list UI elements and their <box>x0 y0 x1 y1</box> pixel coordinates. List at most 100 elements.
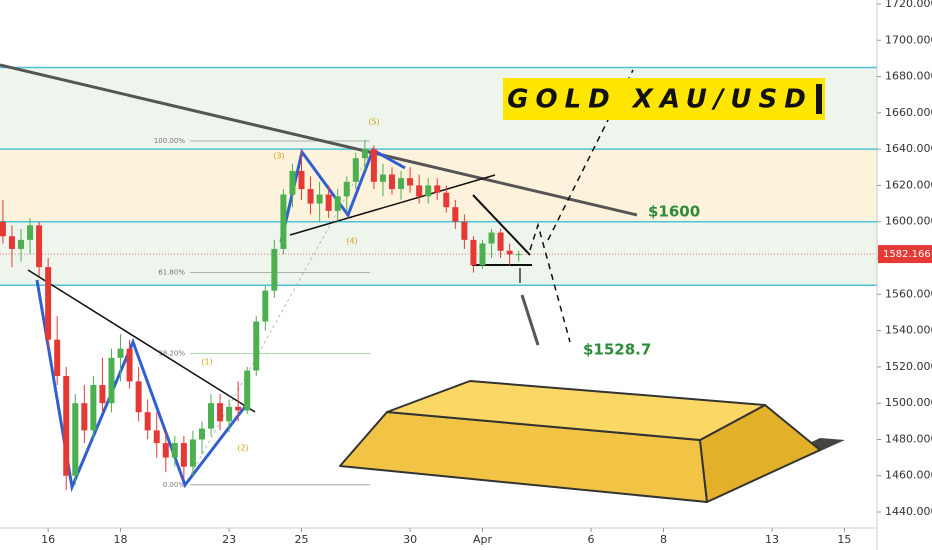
price-tag <box>878 245 932 264</box>
trendline <box>472 194 531 256</box>
candle-body <box>135 381 142 413</box>
candle-body <box>388 174 395 190</box>
candle-body <box>0 221 6 237</box>
candle-body <box>298 170 305 190</box>
candle-body <box>425 185 432 197</box>
candle-body <box>452 207 459 222</box>
candle-body <box>398 178 405 190</box>
x-tick-label: 8 <box>660 533 667 546</box>
candle-body <box>506 250 513 255</box>
candle-body <box>497 232 504 251</box>
candle-body <box>81 403 88 431</box>
candle-body <box>479 243 486 266</box>
fib-label: 61.80% <box>158 268 185 276</box>
zone <box>0 221 877 286</box>
candle-body <box>171 443 178 458</box>
x-tick-label: 30 <box>403 533 417 546</box>
y-tick-label: 1520.000 <box>885 360 932 373</box>
x-tick-label: 25 <box>295 533 309 546</box>
title-accent <box>816 84 822 114</box>
candle-body <box>36 225 43 268</box>
title-box <box>503 78 825 120</box>
projection <box>529 222 571 343</box>
levels: 100.00% 61.80% 38.20% 0.00% <box>0 66 877 489</box>
candle-body <box>90 385 97 431</box>
candle-body <box>244 370 251 411</box>
x-tick-label: 15 <box>837 533 851 546</box>
candle-body <box>334 196 341 211</box>
candle-body <box>8 236 15 249</box>
x-tick-label: 13 <box>765 533 779 546</box>
candles <box>0 140 522 491</box>
candle-body <box>27 225 34 240</box>
y-tick-label: 1600.000 <box>885 215 932 228</box>
annotation: $1528.7 <box>583 341 651 359</box>
chart-title: GOLD XAU/USD <box>507 85 813 115</box>
x-tick-label: 16 <box>41 533 55 546</box>
candle-body <box>235 406 242 411</box>
candle-body <box>45 267 52 340</box>
trendline <box>27 269 256 413</box>
candle-body <box>226 406 233 422</box>
y-tick-label: 1680.000 <box>885 70 932 83</box>
candle-body <box>352 158 359 182</box>
price-tag-label: 1582.166 <box>883 249 931 260</box>
candle-body <box>108 357 115 404</box>
fib-label: 100.00% <box>154 137 185 145</box>
candle-body <box>289 170 296 195</box>
candle-body <box>117 348 124 358</box>
candle-body <box>262 290 269 322</box>
candle-body <box>153 430 160 444</box>
wave-label: (4) <box>346 237 357 246</box>
candle-body <box>208 403 215 429</box>
candle-body <box>17 239 24 249</box>
trendline <box>289 174 496 236</box>
candle-body <box>407 178 414 186</box>
bar-face <box>386 380 766 441</box>
candle-body <box>180 443 187 467</box>
x-tick-label: Apr <box>473 533 493 546</box>
annotation: $1600 <box>648 203 700 221</box>
y-tick-label: 1620.000 <box>885 178 932 191</box>
candle-body <box>370 149 377 182</box>
y-tick-label: 1480.000 <box>885 432 932 445</box>
fib-label: 38.20% <box>158 349 185 357</box>
candle-body <box>434 185 441 193</box>
candle-body <box>443 192 450 208</box>
y-tick-label: 1540.000 <box>885 324 932 337</box>
x-tick-label: 6 <box>588 533 595 546</box>
y-tick-label: 1660.000 <box>885 106 932 119</box>
x-tick-label: 18 <box>114 533 128 546</box>
candle-body <box>189 439 196 467</box>
projection <box>520 294 540 346</box>
wave-label: (3) <box>273 152 284 161</box>
candle-body <box>280 194 287 249</box>
candle-body <box>63 375 70 476</box>
y-tick-label: 1440.000 <box>885 505 932 518</box>
wave-label: (2) <box>237 444 248 453</box>
gold-bar <box>339 380 845 503</box>
candle-body <box>307 189 314 204</box>
wave-label: (1) <box>201 358 212 367</box>
y-tick-label: 1640.000 <box>885 142 932 155</box>
candle-body <box>72 403 79 476</box>
fib-label: 0.00% <box>163 481 186 489</box>
y-tick-label: 1460.000 <box>885 469 932 482</box>
x-axis-area <box>0 528 877 550</box>
wave-label: (5) <box>368 118 379 127</box>
candle-body <box>416 185 423 197</box>
candle-body <box>253 321 260 371</box>
y-axis-area <box>877 0 932 550</box>
candle-body <box>470 239 477 266</box>
y-tick-label: 1720.000 <box>885 0 932 10</box>
candle-body <box>343 181 350 197</box>
wave-path <box>35 279 249 493</box>
candle-body <box>162 443 169 458</box>
candle-body <box>361 149 368 159</box>
y-tick-label: 1700.000 <box>885 33 932 46</box>
axes: 1440.000 1460.000 1480.000 1500.000 1520.000… <box>41 0 932 546</box>
candle-body <box>461 221 468 240</box>
y-tick-label: 1560.000 <box>885 287 932 300</box>
y-tick-label: 1500.000 <box>885 396 932 409</box>
